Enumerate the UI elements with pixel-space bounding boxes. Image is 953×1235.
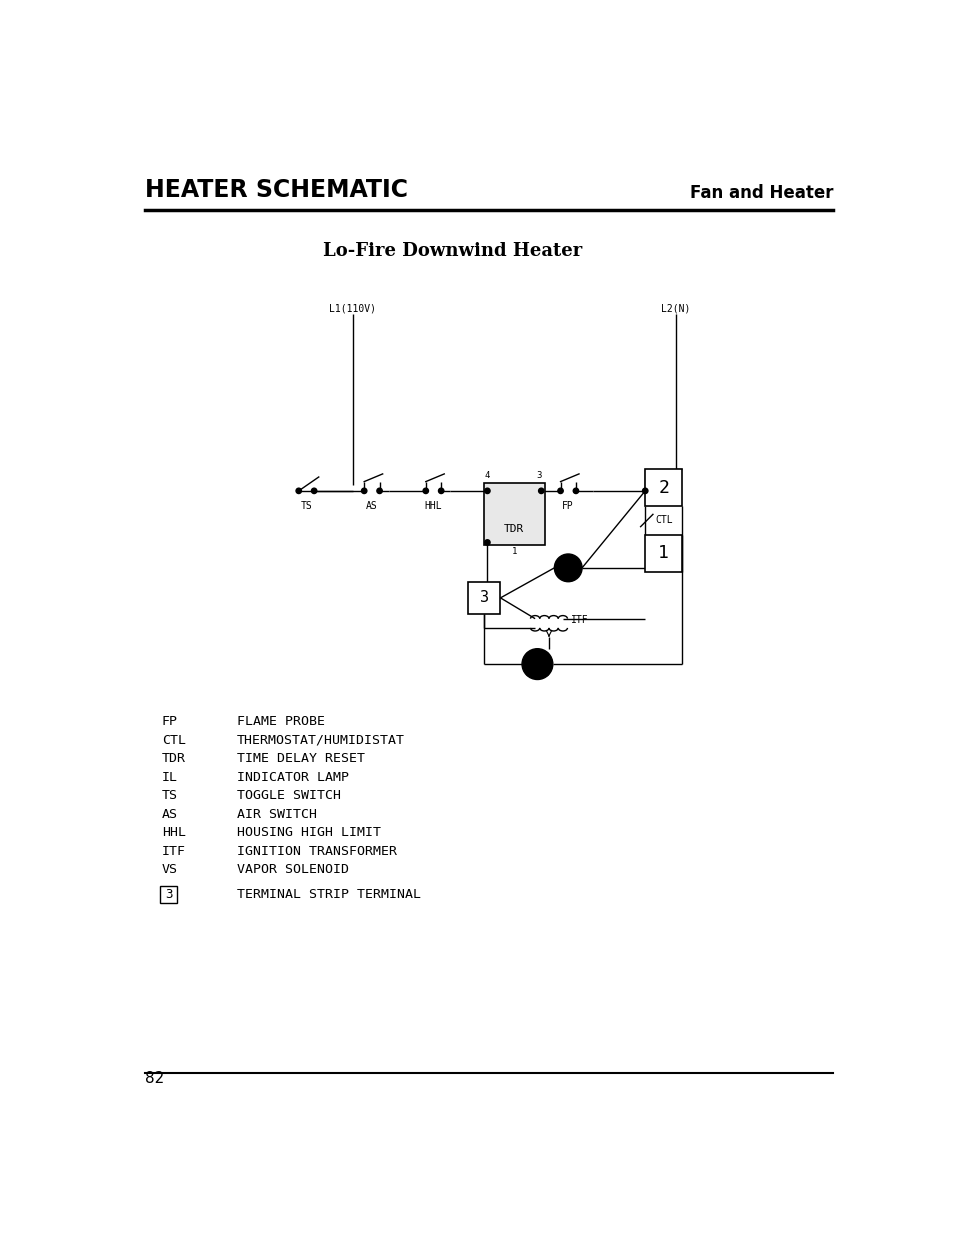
Bar bbox=[644, 535, 681, 572]
Bar bbox=[644, 469, 681, 506]
Circle shape bbox=[422, 488, 428, 494]
Text: IL: IL bbox=[531, 659, 543, 669]
Text: FP: FP bbox=[161, 715, 177, 729]
Text: 2: 2 bbox=[658, 479, 668, 496]
Text: HHL: HHL bbox=[424, 501, 442, 511]
Text: AS: AS bbox=[366, 501, 377, 511]
Bar bbox=[468, 582, 500, 614]
Circle shape bbox=[484, 488, 490, 494]
Text: IGNITION TRANSFORMER: IGNITION TRANSFORMER bbox=[237, 845, 396, 858]
Circle shape bbox=[558, 488, 562, 494]
Text: AS: AS bbox=[161, 808, 177, 821]
Text: AIR SWITCH: AIR SWITCH bbox=[237, 808, 316, 821]
Text: VAPOR SOLENOID: VAPOR SOLENOID bbox=[237, 863, 349, 876]
Text: HHL: HHL bbox=[161, 826, 186, 840]
Circle shape bbox=[438, 488, 443, 494]
Text: HOUSING HIGH LIMIT: HOUSING HIGH LIMIT bbox=[237, 826, 381, 840]
Circle shape bbox=[484, 540, 490, 545]
Bar bbox=[483, 483, 544, 545]
Text: VS: VS bbox=[561, 563, 574, 573]
Text: THERMOSTAT/HUMIDISTAT: THERMOSTAT/HUMIDISTAT bbox=[237, 734, 405, 747]
Text: TERMINAL STRIP TERMINAL: TERMINAL STRIP TERMINAL bbox=[237, 888, 420, 900]
Text: HEATER SCHEMATIC: HEATER SCHEMATIC bbox=[145, 178, 407, 203]
Text: CTL: CTL bbox=[655, 515, 672, 526]
Text: 4: 4 bbox=[484, 471, 490, 480]
Circle shape bbox=[361, 488, 367, 494]
Text: 82: 82 bbox=[145, 1072, 164, 1087]
Text: CTL: CTL bbox=[161, 734, 186, 747]
Text: 1: 1 bbox=[511, 547, 517, 556]
Text: L1(110V): L1(110V) bbox=[329, 304, 375, 314]
Text: 3: 3 bbox=[165, 888, 172, 900]
Text: TS: TS bbox=[161, 789, 177, 803]
Text: INDICATOR LAMP: INDICATOR LAMP bbox=[237, 771, 349, 784]
Text: TOGGLE SWITCH: TOGGLE SWITCH bbox=[237, 789, 341, 803]
Text: 3: 3 bbox=[536, 471, 541, 480]
Circle shape bbox=[642, 488, 647, 494]
Text: ITF: ITF bbox=[570, 615, 588, 625]
Circle shape bbox=[311, 488, 316, 494]
Circle shape bbox=[554, 555, 581, 582]
Circle shape bbox=[295, 488, 301, 494]
Text: 1: 1 bbox=[658, 545, 668, 562]
Text: TDR: TDR bbox=[504, 525, 524, 535]
Text: ITF: ITF bbox=[161, 845, 186, 858]
Text: IL: IL bbox=[161, 771, 177, 784]
Circle shape bbox=[521, 648, 552, 679]
Bar bbox=[160, 885, 177, 903]
Circle shape bbox=[538, 488, 543, 494]
Text: 3: 3 bbox=[479, 590, 488, 605]
Text: FP: FP bbox=[561, 501, 574, 511]
Text: TDR: TDR bbox=[161, 752, 186, 766]
Text: Fan and Heater: Fan and Heater bbox=[689, 184, 832, 203]
Text: L2(N): L2(N) bbox=[660, 304, 690, 314]
Text: FLAME PROBE: FLAME PROBE bbox=[237, 715, 325, 729]
Circle shape bbox=[376, 488, 382, 494]
Text: TS: TS bbox=[300, 501, 312, 511]
Text: VS: VS bbox=[161, 863, 177, 876]
Text: TIME DELAY RESET: TIME DELAY RESET bbox=[237, 752, 365, 766]
Text: Lo-Fire Downwind Heater: Lo-Fire Downwind Heater bbox=[323, 242, 581, 259]
Circle shape bbox=[573, 488, 578, 494]
